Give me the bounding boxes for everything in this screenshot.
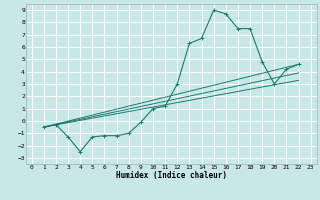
X-axis label: Humidex (Indice chaleur): Humidex (Indice chaleur): [116, 171, 227, 180]
